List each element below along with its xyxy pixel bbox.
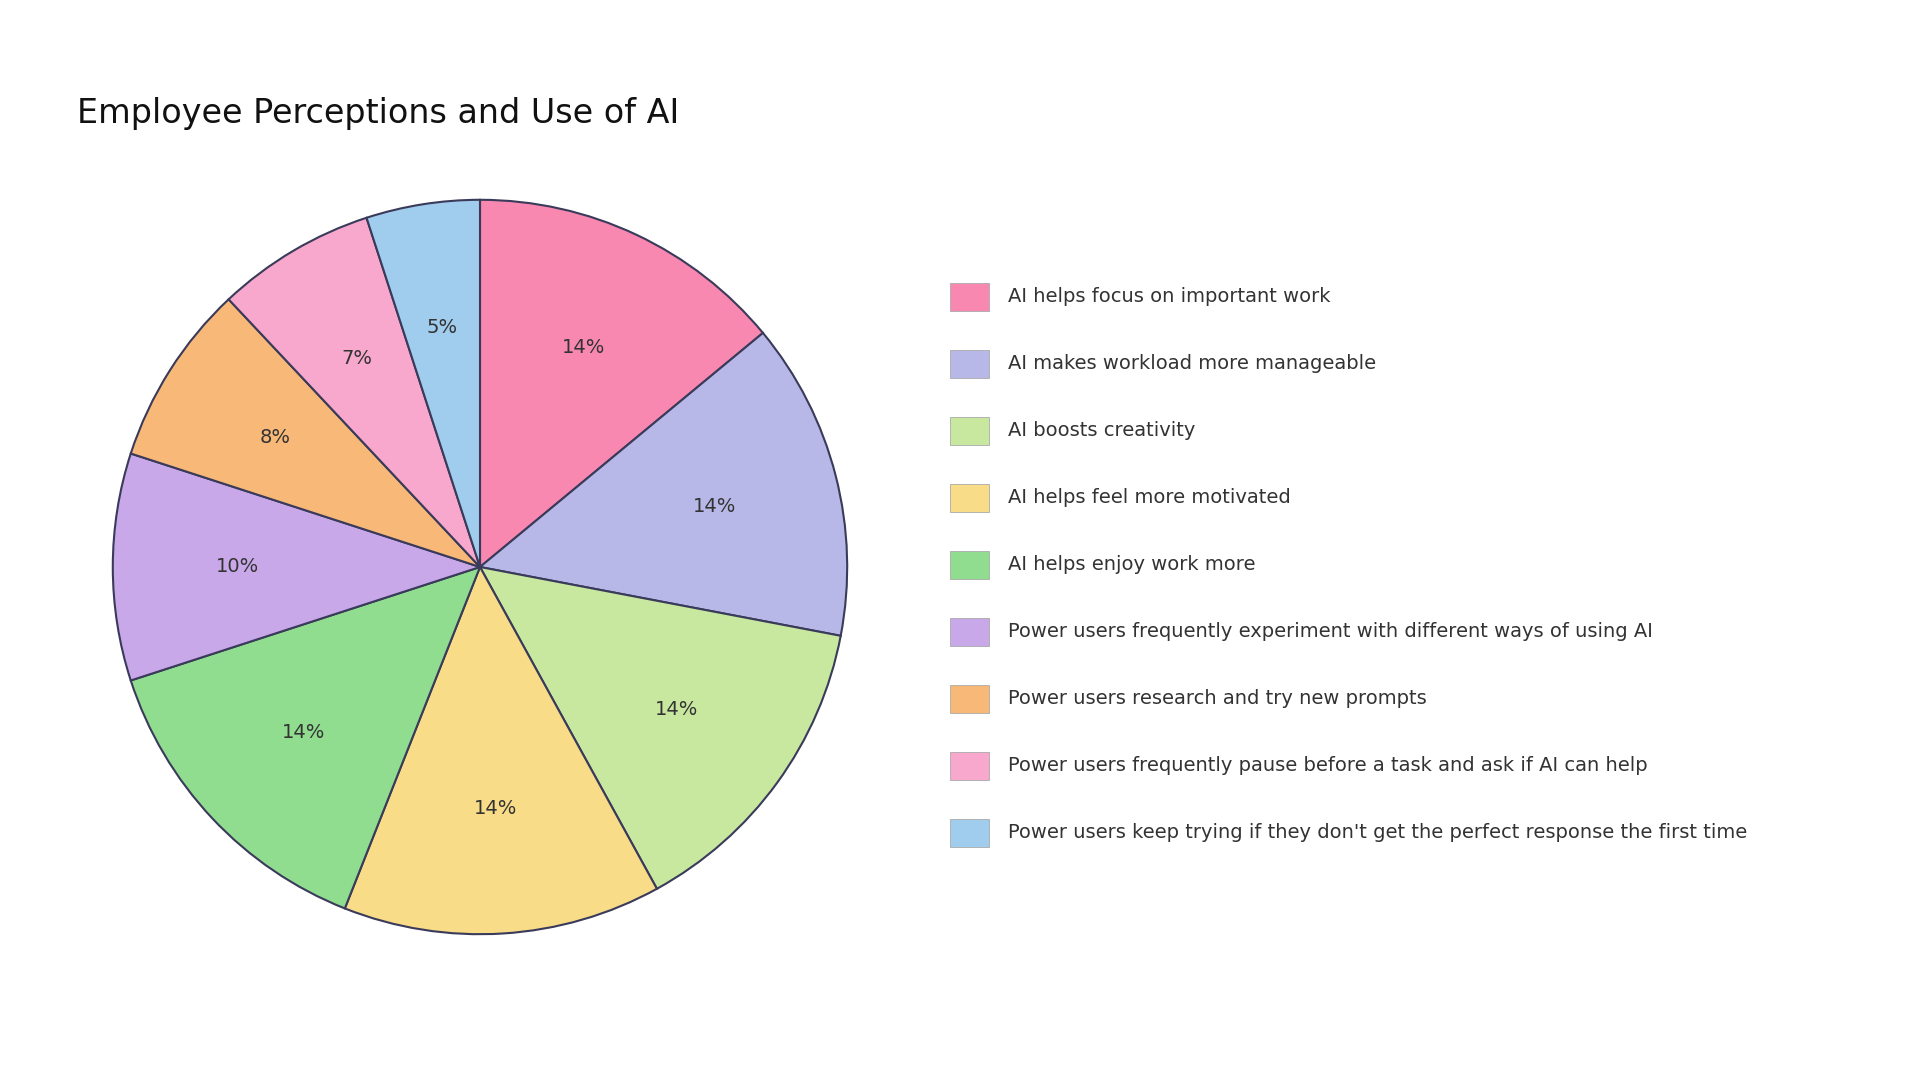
- Wedge shape: [367, 200, 480, 567]
- Wedge shape: [480, 200, 762, 567]
- Text: 14%: 14%: [282, 724, 324, 742]
- FancyBboxPatch shape: [950, 685, 989, 713]
- FancyBboxPatch shape: [950, 417, 989, 445]
- Text: 14%: 14%: [655, 700, 697, 719]
- Text: 14%: 14%: [561, 338, 605, 357]
- Text: Employee Perceptions and Use of AI: Employee Perceptions and Use of AI: [77, 97, 680, 131]
- Wedge shape: [480, 567, 841, 889]
- Text: Power users keep trying if they don't get the perfect response the first time: Power users keep trying if they don't ge…: [1008, 823, 1747, 842]
- Text: Power users frequently experiment with different ways of using AI: Power users frequently experiment with d…: [1008, 622, 1653, 642]
- Text: 7%: 7%: [342, 349, 372, 368]
- Text: AI helps focus on important work: AI helps focus on important work: [1008, 287, 1331, 307]
- FancyBboxPatch shape: [950, 283, 989, 311]
- Text: 10%: 10%: [217, 557, 259, 577]
- Wedge shape: [131, 299, 480, 567]
- FancyBboxPatch shape: [950, 484, 989, 512]
- Text: 5%: 5%: [426, 319, 457, 337]
- Wedge shape: [480, 333, 847, 636]
- Text: 14%: 14%: [474, 799, 516, 819]
- FancyBboxPatch shape: [950, 350, 989, 378]
- Text: AI makes workload more manageable: AI makes workload more manageable: [1008, 354, 1377, 374]
- Text: 14%: 14%: [693, 497, 737, 516]
- FancyBboxPatch shape: [950, 819, 989, 847]
- Text: AI boosts creativity: AI boosts creativity: [1008, 421, 1196, 441]
- FancyBboxPatch shape: [950, 752, 989, 780]
- Text: Power users research and try new prompts: Power users research and try new prompts: [1008, 689, 1427, 708]
- Text: Power users frequently pause before a task and ask if AI can help: Power users frequently pause before a ta…: [1008, 756, 1647, 775]
- Text: AI helps feel more motivated: AI helps feel more motivated: [1008, 488, 1290, 508]
- Text: AI helps enjoy work more: AI helps enjoy work more: [1008, 555, 1256, 575]
- FancyBboxPatch shape: [950, 551, 989, 579]
- Wedge shape: [228, 218, 480, 567]
- FancyBboxPatch shape: [950, 618, 989, 646]
- Wedge shape: [346, 567, 657, 934]
- Wedge shape: [131, 567, 480, 908]
- Text: 8%: 8%: [259, 428, 290, 447]
- Wedge shape: [113, 454, 480, 680]
